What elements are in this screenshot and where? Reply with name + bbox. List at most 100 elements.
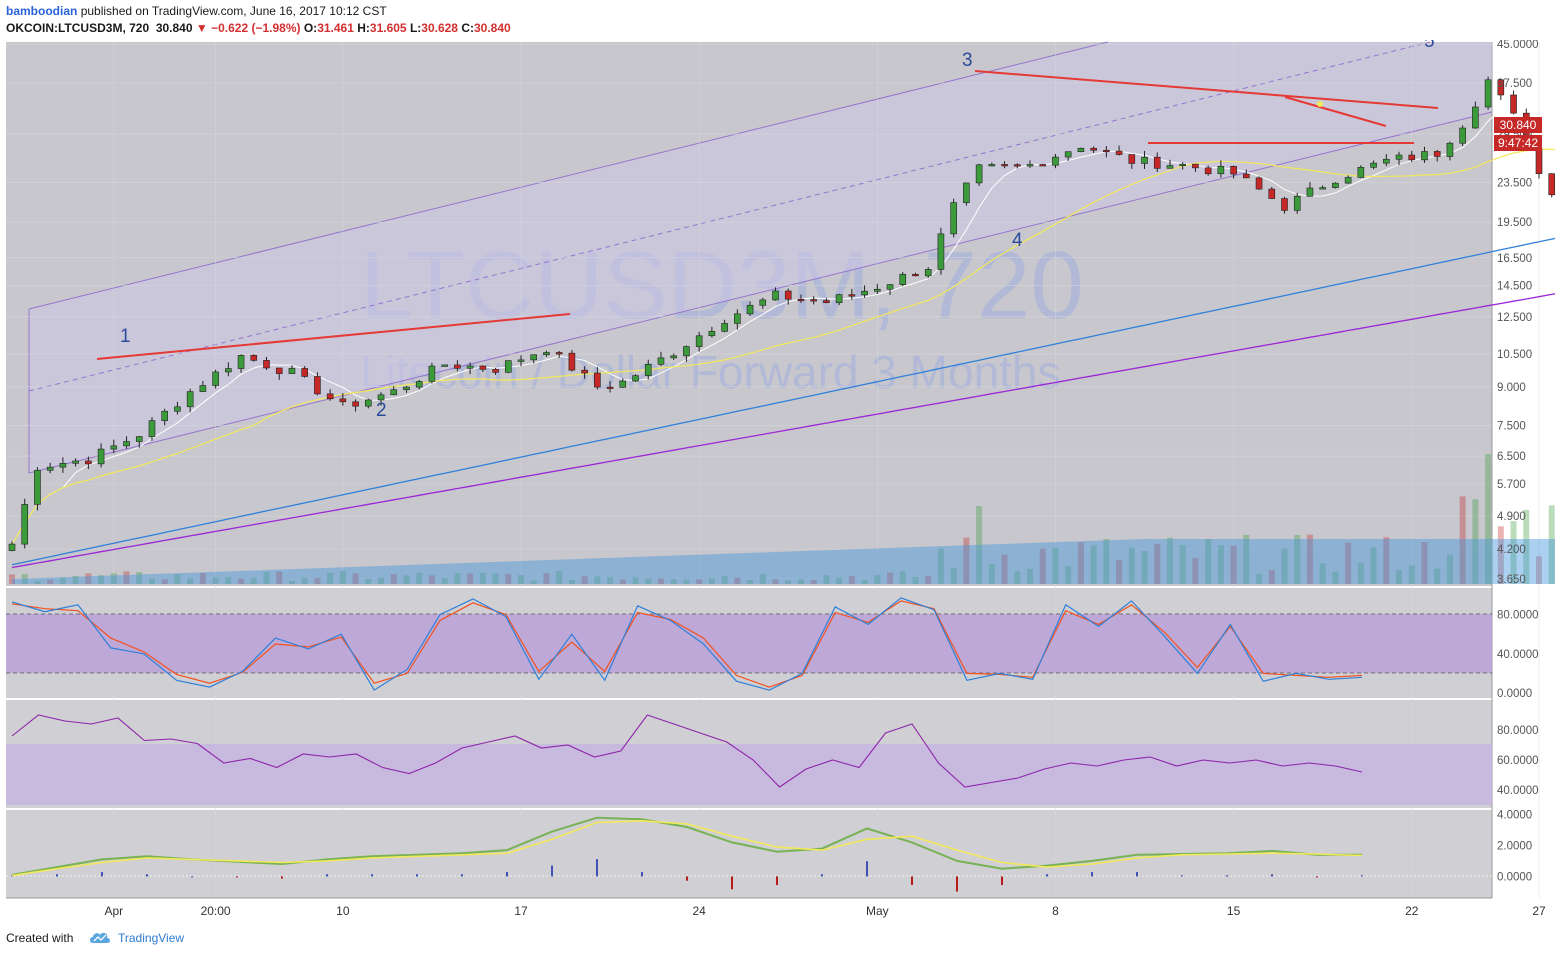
wave-label-2[interactable]: 2 (376, 400, 387, 421)
candle[interactable] (848, 294, 856, 297)
ma-mid-line[interactable] (11, 123, 1555, 545)
candle[interactable] (899, 273, 907, 285)
candle[interactable] (555, 352, 563, 355)
candle[interactable] (237, 355, 245, 369)
stochastic-k-line[interactable] (11, 597, 1363, 691)
candle[interactable] (504, 360, 512, 373)
author-link[interactable]: bamboodian (6, 4, 78, 18)
candle[interactable] (963, 182, 970, 203)
candle[interactable] (415, 381, 423, 388)
candle[interactable] (326, 393, 334, 400)
macd-signal-line[interactable] (11, 819, 1363, 877)
candle[interactable] (1077, 147, 1085, 152)
candle[interactable] (1243, 173, 1250, 179)
candle[interactable] (886, 284, 894, 290)
candle[interactable] (454, 364, 461, 369)
candle[interactable] (734, 313, 741, 324)
candle[interactable] (1103, 149, 1110, 153)
candle[interactable] (186, 391, 194, 408)
candle[interactable] (644, 363, 652, 376)
candle[interactable] (288, 368, 296, 374)
ma-long-line[interactable] (11, 206, 1555, 569)
candle[interactable] (403, 386, 410, 391)
candle[interactable] (721, 323, 728, 332)
candle[interactable] (1306, 187, 1314, 197)
candle[interactable] (1472, 106, 1479, 129)
candle[interactable] (1013, 164, 1021, 167)
candle[interactable] (759, 299, 767, 306)
candle[interactable] (110, 445, 118, 450)
candle[interactable] (97, 448, 105, 465)
candle[interactable] (390, 389, 398, 396)
candle[interactable] (1332, 182, 1339, 188)
candle[interactable] (797, 298, 805, 302)
candle[interactable] (695, 335, 703, 347)
candle[interactable] (59, 463, 67, 468)
candle[interactable] (1026, 164, 1034, 167)
candle[interactable] (784, 290, 792, 300)
candle[interactable] (301, 368, 308, 377)
candle[interactable] (1166, 165, 1174, 169)
candle[interactable] (683, 346, 690, 357)
wave-label-5[interactable]: 5 (1424, 40, 1435, 52)
candle[interactable] (1446, 142, 1454, 157)
candle[interactable] (428, 365, 436, 382)
candle[interactable] (912, 273, 919, 277)
candle[interactable] (746, 304, 754, 315)
candle[interactable] (34, 469, 41, 505)
candle[interactable] (1319, 187, 1326, 190)
candle[interactable] (377, 394, 385, 401)
candle[interactable] (1484, 79, 1492, 108)
candle[interactable] (1115, 150, 1123, 155)
wave-label-1[interactable]: 1 (120, 326, 131, 347)
candle[interactable] (275, 367, 283, 374)
candle[interactable] (1433, 151, 1441, 157)
candle[interactable] (1421, 151, 1428, 161)
candle[interactable] (85, 460, 92, 465)
candle[interactable] (1064, 151, 1072, 158)
channel-mid-line[interactable] (28, 41, 1431, 392)
candle[interactable] (123, 441, 130, 447)
candle[interactable] (657, 357, 665, 365)
candle[interactable] (1548, 173, 1555, 196)
trendline-1[interactable] (96, 313, 571, 360)
candle[interactable] (364, 399, 372, 407)
candle[interactable] (619, 380, 627, 388)
candle[interactable] (441, 364, 448, 367)
candle[interactable] (225, 368, 232, 373)
candle[interactable] (581, 369, 588, 374)
candle[interactable] (1535, 148, 1543, 174)
candle[interactable] (1510, 94, 1517, 114)
rsi-line[interactable] (11, 714, 1363, 788)
candle[interactable] (861, 290, 868, 296)
candle[interactable] (199, 385, 207, 392)
candle[interactable] (772, 290, 779, 301)
candle[interactable] (1268, 188, 1276, 199)
candle[interactable] (1090, 147, 1097, 151)
candle[interactable] (568, 352, 576, 371)
candle[interactable] (873, 288, 881, 292)
candle[interactable] (530, 354, 538, 361)
candle[interactable] (1395, 154, 1403, 160)
candle[interactable] (1204, 167, 1212, 175)
candle[interactable] (466, 365, 474, 369)
candle[interactable] (1052, 156, 1059, 166)
candle[interactable] (1230, 166, 1237, 175)
candle[interactable] (492, 369, 499, 373)
candle[interactable] (174, 406, 181, 412)
candle[interactable] (950, 202, 957, 235)
candle[interactable] (708, 331, 716, 337)
candle[interactable] (314, 376, 321, 395)
candle[interactable] (1217, 166, 1225, 175)
candle[interactable] (823, 300, 830, 304)
candle[interactable] (670, 355, 678, 359)
candle[interactable] (212, 371, 219, 386)
candle[interactable] (606, 386, 614, 389)
candle[interactable] (1383, 158, 1390, 164)
candle[interactable] (988, 164, 996, 167)
chart-area[interactable]: LTCUSD3M, 720 Litecoin / Dollar Forward … (0, 40, 1555, 920)
ma-slow-line[interactable] (11, 134, 1555, 566)
candle[interactable] (1497, 79, 1505, 96)
candle[interactable] (1370, 162, 1377, 168)
candle[interactable] (632, 375, 639, 382)
